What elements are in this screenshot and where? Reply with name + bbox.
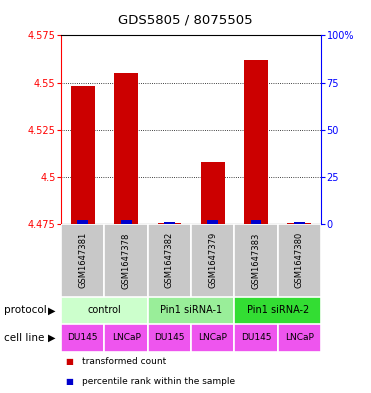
Bar [244, 60, 268, 224]
Text: protocol: protocol [4, 305, 46, 316]
Bar [294, 222, 305, 224]
Bar [250, 220, 262, 224]
Text: LNCaP: LNCaP [198, 334, 227, 342]
Text: cell line: cell line [4, 333, 44, 343]
Bar [148, 297, 234, 324]
Bar [191, 224, 234, 297]
Text: LNCaP: LNCaP [112, 334, 141, 342]
Text: DU145: DU145 [68, 334, 98, 342]
Bar [114, 73, 138, 224]
Text: DU145: DU145 [154, 334, 185, 342]
Text: DU145: DU145 [241, 334, 271, 342]
Bar [207, 220, 218, 224]
Bar [148, 224, 191, 297]
Text: ■: ■ [65, 377, 73, 386]
Bar [158, 223, 181, 224]
Text: transformed count: transformed count [82, 357, 166, 366]
Text: ■: ■ [65, 357, 73, 366]
Text: GSM1647380: GSM1647380 [295, 232, 304, 288]
Bar [121, 220, 132, 224]
Text: percentile rank within the sample: percentile rank within the sample [82, 377, 235, 386]
Text: LNCaP: LNCaP [285, 334, 314, 342]
Bar [191, 324, 234, 352]
Bar [234, 224, 278, 297]
Bar [61, 297, 148, 324]
Text: Pin1 siRNA-1: Pin1 siRNA-1 [160, 305, 222, 316]
Bar [78, 220, 88, 224]
Text: ▶: ▶ [48, 305, 56, 316]
Bar [105, 224, 148, 297]
Text: Pin1 siRNA-2: Pin1 siRNA-2 [246, 305, 309, 316]
Bar [234, 297, 321, 324]
Text: GSM1647382: GSM1647382 [165, 232, 174, 288]
Text: GSM1647383: GSM1647383 [252, 232, 260, 288]
Bar [164, 222, 175, 224]
Text: ▶: ▶ [48, 333, 56, 343]
Text: GSM1647379: GSM1647379 [208, 232, 217, 288]
Bar [61, 324, 105, 352]
Bar [71, 86, 95, 224]
Bar [201, 162, 224, 224]
Bar [278, 324, 321, 352]
Bar [148, 324, 191, 352]
Bar [105, 324, 148, 352]
Bar [288, 223, 311, 224]
Text: control: control [88, 305, 121, 316]
Text: GDS5805 / 8075505: GDS5805 / 8075505 [118, 14, 253, 27]
Bar [234, 324, 278, 352]
Bar [278, 224, 321, 297]
Bar [61, 224, 105, 297]
Text: GSM1647378: GSM1647378 [122, 232, 131, 288]
Text: GSM1647381: GSM1647381 [78, 232, 87, 288]
